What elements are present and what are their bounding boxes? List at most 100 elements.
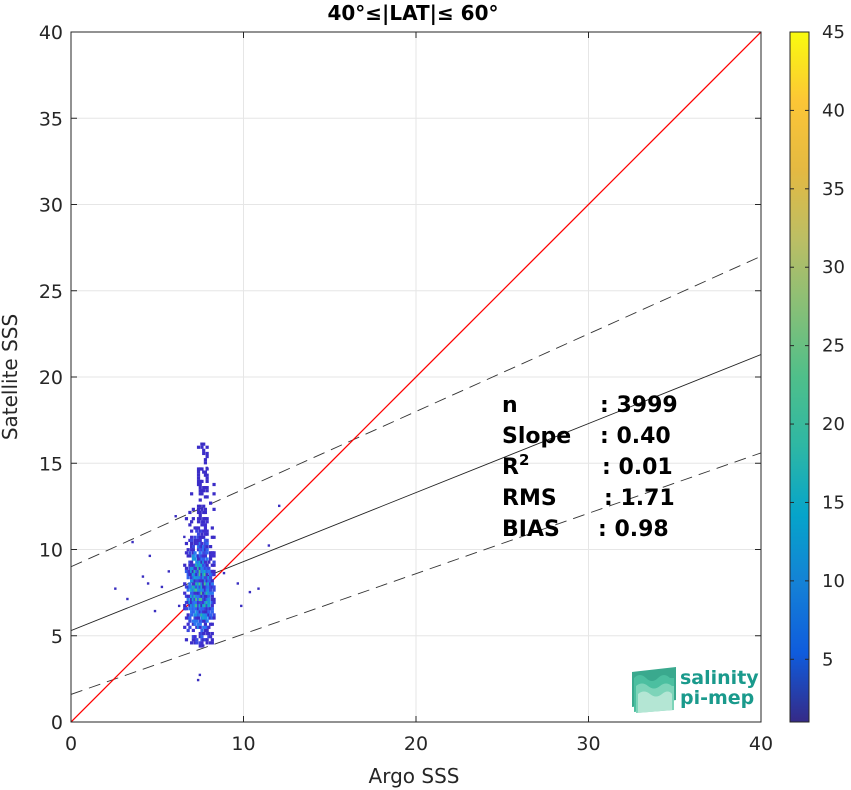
density-cell [198,619,202,623]
density-cell [203,597,208,601]
density-cell [200,467,204,471]
density-cell [190,563,194,567]
density-cell [196,622,201,626]
density-cell [191,579,195,583]
density-cell [200,548,204,552]
density-cell [198,538,202,543]
density-cell [196,526,201,530]
density-cell [205,454,209,459]
density-cell [196,591,201,595]
density-cell [202,470,206,474]
density-cell [200,529,204,533]
density-cell [193,576,197,580]
density-cell [198,479,202,484]
scatter-point [160,585,164,589]
density-cell [200,635,204,639]
density-cell [200,631,204,636]
density-cell [196,613,201,617]
density-cell [210,563,214,567]
density-cell [188,566,192,570]
density-cell [209,641,213,645]
density-cell [207,569,211,574]
density-cell [212,560,216,564]
density-cell [203,604,208,608]
density-cell [191,569,195,574]
density-cell [188,538,192,543]
scatter-point [198,673,202,677]
density-cell [200,560,204,564]
density-cell [195,619,199,623]
density-cell [196,541,201,546]
density-cell [190,548,194,552]
density-cell [190,566,194,570]
density-cell [200,576,204,580]
density-cell [193,526,197,530]
density-cell [196,557,201,561]
density-cell [193,551,197,555]
density-cell [198,489,202,493]
density-cell [198,551,202,555]
scatter-point [200,442,203,445]
scatter-point [146,582,150,585]
density-cell [198,572,202,577]
scatter-point [240,604,243,608]
density-cell [203,461,208,465]
colorbar-tick-label: 40 [822,100,845,121]
density-cell [186,613,190,617]
density-cell [195,641,199,645]
density-cell [205,548,209,552]
density-cell [196,482,201,487]
density-cell [200,638,204,642]
density-cell [186,576,190,580]
density-cell [191,600,195,605]
density-cell [203,470,208,474]
density-cell [205,495,209,499]
density-cell [200,541,204,546]
density-cell [183,625,187,629]
scatter-point [148,554,152,558]
density-cell [195,638,199,642]
density-cell [212,563,216,567]
density-cell [191,594,195,598]
density-cell [186,594,190,598]
density-cell [203,566,208,570]
density-cell [203,510,208,515]
density-cell [188,563,192,567]
density-cell [203,594,208,598]
y-tick-label: 5 [51,626,63,648]
density-cell [200,613,204,617]
density-cell [186,622,190,626]
density-cell [198,607,202,611]
density-cell [196,473,201,477]
stat-label-n: n [502,393,518,418]
density-cell [191,635,195,639]
density-cell [198,554,202,558]
density-cell [202,551,206,555]
density-cell [209,501,213,505]
y-tick-label: 15 [39,453,63,475]
density-cell [193,635,197,639]
density-cell [205,597,209,601]
density-cell [202,545,206,549]
density-cell [205,613,209,617]
density-cell [198,517,202,521]
x-tick-label: 30 [576,733,600,755]
density-cell [200,607,204,611]
density-cell [196,585,201,589]
density-cell [195,585,199,589]
density-cell [212,507,216,511]
density-cell [193,563,197,567]
density-cell [188,625,192,629]
density-cell [190,579,194,583]
density-cell [202,489,206,493]
density-cell [212,492,216,496]
density-cell [203,563,208,567]
density-cell [207,560,211,564]
density-cell [203,591,208,595]
density-cell [205,529,209,533]
density-cell [210,535,214,539]
density-cell [203,572,208,577]
y-tick-label: 20 [39,367,63,389]
density-cell [196,445,201,449]
